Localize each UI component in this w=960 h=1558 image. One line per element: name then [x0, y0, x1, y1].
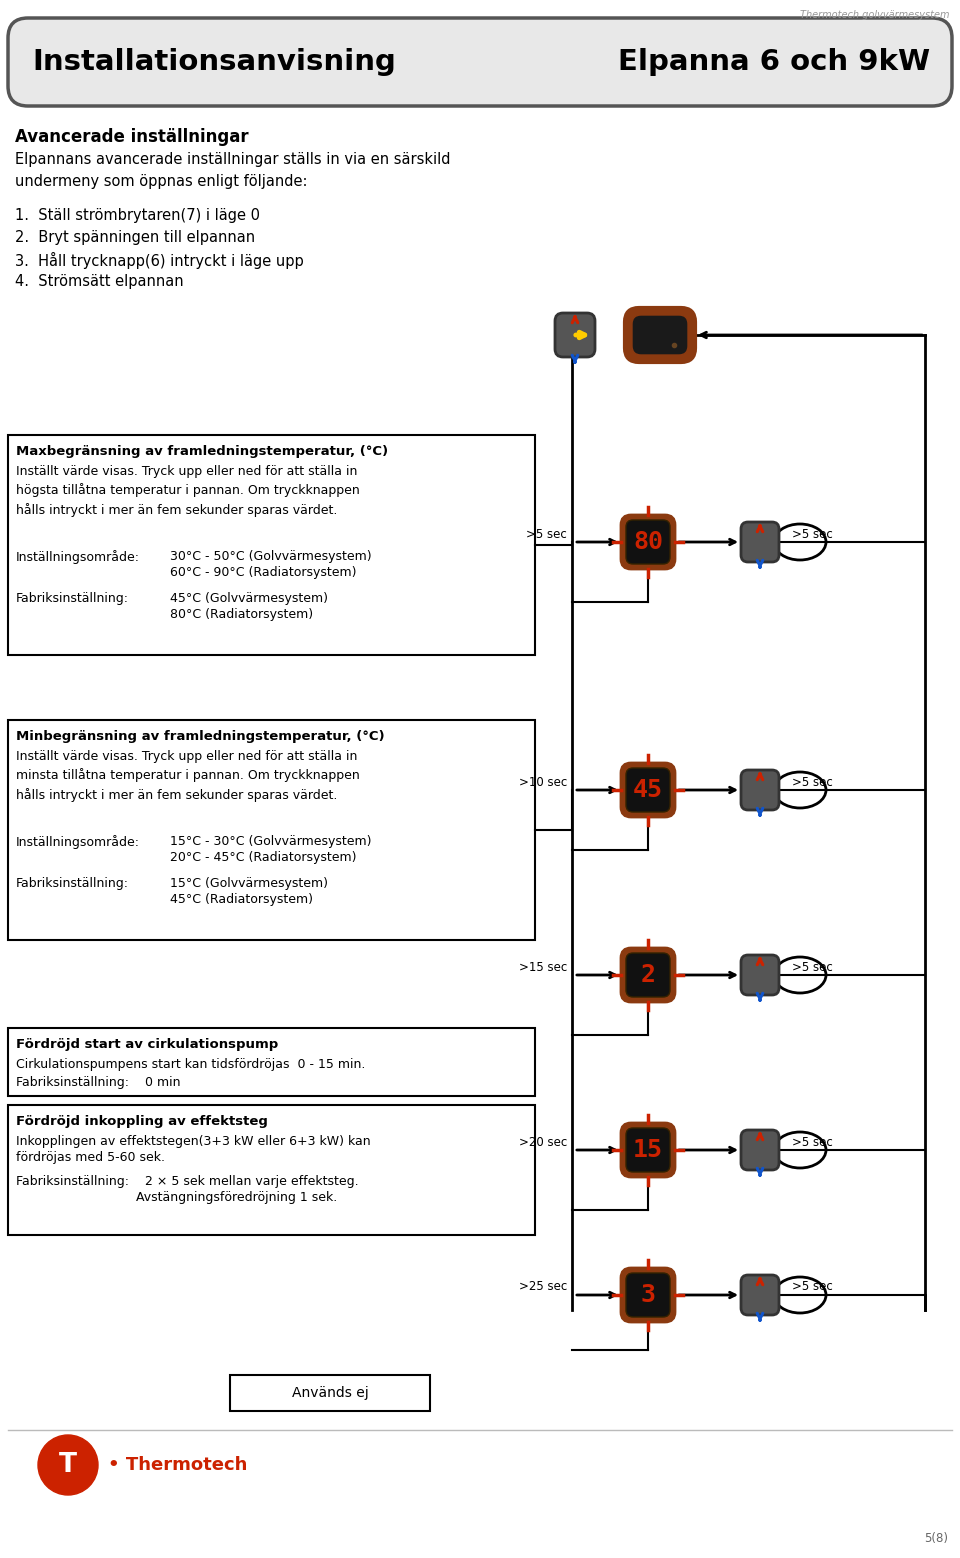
Text: Elpannans avancerade inställningar ställs in via en särskild
undermeny som öppna: Elpannans avancerade inställningar ställ…: [15, 153, 450, 189]
FancyBboxPatch shape: [621, 516, 675, 569]
FancyBboxPatch shape: [626, 953, 670, 997]
Text: 3.  Håll trycknapp(6) intryckt i läge upp: 3. Håll trycknapp(6) intryckt i läge upp: [15, 252, 303, 270]
Text: >20 sec: >20 sec: [518, 1136, 567, 1148]
Text: Avstängningsföredröjning 1 sek.: Avstängningsföredröjning 1 sek.: [16, 1190, 337, 1204]
FancyBboxPatch shape: [626, 1128, 670, 1172]
Text: Avancerade inställningar: Avancerade inställningar: [15, 128, 249, 146]
Bar: [8, 1105, 535, 1235]
Text: 80: 80: [633, 530, 663, 555]
Text: 1.  Ställ strömbrytaren(7) i läge 0: 1. Ställ strömbrytaren(7) i läge 0: [15, 209, 260, 223]
Text: Cirkulationspumpens start kan tidsfördröjas  0 - 15 min.: Cirkulationspumpens start kan tidsfördrö…: [16, 1058, 366, 1070]
FancyBboxPatch shape: [741, 770, 779, 810]
FancyBboxPatch shape: [621, 1268, 675, 1323]
Text: 45: 45: [633, 777, 663, 802]
Text: Fördröjd start av cirkulationspump: Fördröjd start av cirkulationspump: [16, 1038, 278, 1052]
Text: >5 sec: >5 sec: [526, 528, 567, 541]
Text: 5(8): 5(8): [924, 1532, 948, 1546]
Text: 80°C (Radiatorsystem): 80°C (Radiatorsystem): [170, 608, 313, 622]
Bar: [8, 1028, 535, 1095]
Text: Minbegränsning av framledningstemperatur, (°C): Minbegränsning av framledningstemperatur…: [16, 731, 385, 743]
FancyBboxPatch shape: [741, 1130, 779, 1170]
Text: Inställt värde visas. Tryck upp eller ned för att ställa in
minsta tillåtna temp: Inställt värde visas. Tryck upp eller ne…: [16, 749, 360, 802]
Text: Elpanna 6 och 9kW: Elpanna 6 och 9kW: [618, 48, 930, 76]
FancyBboxPatch shape: [625, 308, 695, 361]
Text: Fabriksinställning:: Fabriksinställning:: [16, 592, 129, 605]
Text: Inställt värde visas. Tryck upp eller ned för att ställa in
högsta tillåtna temp: Inställt värde visas. Tryck upp eller ne…: [16, 464, 360, 517]
Text: Fabriksinställning:    0 min: Fabriksinställning: 0 min: [16, 1077, 180, 1089]
FancyBboxPatch shape: [741, 955, 779, 996]
FancyBboxPatch shape: [741, 522, 779, 562]
FancyBboxPatch shape: [626, 520, 670, 564]
Text: • Thermotech: • Thermotech: [108, 1457, 248, 1474]
Text: 2.  Bryt spänningen till elpannan: 2. Bryt spänningen till elpannan: [15, 231, 255, 245]
Text: >10 sec: >10 sec: [518, 776, 567, 788]
Text: >5 sec: >5 sec: [792, 960, 832, 974]
Text: 2: 2: [640, 963, 656, 988]
Text: 30°C - 50°C (Golvvärmesystem): 30°C - 50°C (Golvvärmesystem): [170, 550, 372, 562]
Text: Används ej: Används ej: [292, 1387, 369, 1401]
Text: >5 sec: >5 sec: [792, 1281, 832, 1293]
Bar: [230, 1376, 430, 1412]
Text: 45°C (Golvvärmesystem): 45°C (Golvvärmesystem): [170, 592, 328, 605]
Text: >5 sec: >5 sec: [792, 776, 832, 788]
Text: 4.  Strömsätt elpannan: 4. Strömsätt elpannan: [15, 274, 183, 288]
FancyBboxPatch shape: [632, 315, 688, 355]
FancyBboxPatch shape: [621, 763, 675, 816]
FancyBboxPatch shape: [8, 19, 952, 106]
Text: 45°C (Radiatorsystem): 45°C (Radiatorsystem): [170, 893, 313, 907]
Bar: [8, 720, 535, 939]
FancyBboxPatch shape: [626, 1273, 670, 1317]
FancyBboxPatch shape: [741, 1274, 779, 1315]
FancyBboxPatch shape: [555, 313, 595, 357]
Circle shape: [38, 1435, 98, 1496]
Text: Inställningsområde:: Inställningsområde:: [16, 835, 140, 849]
FancyBboxPatch shape: [626, 768, 670, 812]
Text: 15: 15: [633, 1137, 663, 1162]
Bar: [8, 435, 535, 654]
Text: >5 sec: >5 sec: [792, 528, 832, 541]
Text: 3: 3: [640, 1282, 656, 1307]
Text: Fabriksinställning:    2 × 5 sek mellan varje effektsteg.: Fabriksinställning: 2 × 5 sek mellan var…: [16, 1175, 359, 1189]
Text: 15°C - 30°C (Golvvärmesystem): 15°C - 30°C (Golvvärmesystem): [170, 835, 372, 848]
Text: Thermotech golvvärmesystem: Thermotech golvvärmesystem: [801, 9, 950, 20]
FancyBboxPatch shape: [621, 947, 675, 1002]
Text: Installationsanvisning: Installationsanvisning: [32, 48, 396, 76]
Text: >15 sec: >15 sec: [518, 960, 567, 974]
Text: 15°C (Golvvärmesystem): 15°C (Golvvärmesystem): [170, 877, 328, 890]
Text: fördröjas med 5-60 sek.: fördröjas med 5-60 sek.: [16, 1151, 165, 1164]
Text: >25 sec: >25 sec: [518, 1281, 567, 1293]
Text: Inställningsområde:: Inställningsområde:: [16, 550, 140, 564]
FancyBboxPatch shape: [621, 1123, 675, 1176]
Text: Fördröjd inkoppling av effektsteg: Fördröjd inkoppling av effektsteg: [16, 1116, 268, 1128]
Text: T: T: [59, 1452, 77, 1479]
Text: Inkopplingen av effektstegen(3+3 kW eller 6+3 kW) kan: Inkopplingen av effektstegen(3+3 kW elle…: [16, 1134, 371, 1148]
Text: 60°C - 90°C (Radiatorsystem): 60°C - 90°C (Radiatorsystem): [170, 566, 356, 580]
Text: Fabriksinställning:: Fabriksinställning:: [16, 877, 129, 890]
Text: Maxbegränsning av framledningstemperatur, (°C): Maxbegränsning av framledningstemperatur…: [16, 446, 388, 458]
Text: 20°C - 45°C (Radiatorsystem): 20°C - 45°C (Radiatorsystem): [170, 851, 356, 865]
Text: >5 sec: >5 sec: [792, 1136, 832, 1148]
